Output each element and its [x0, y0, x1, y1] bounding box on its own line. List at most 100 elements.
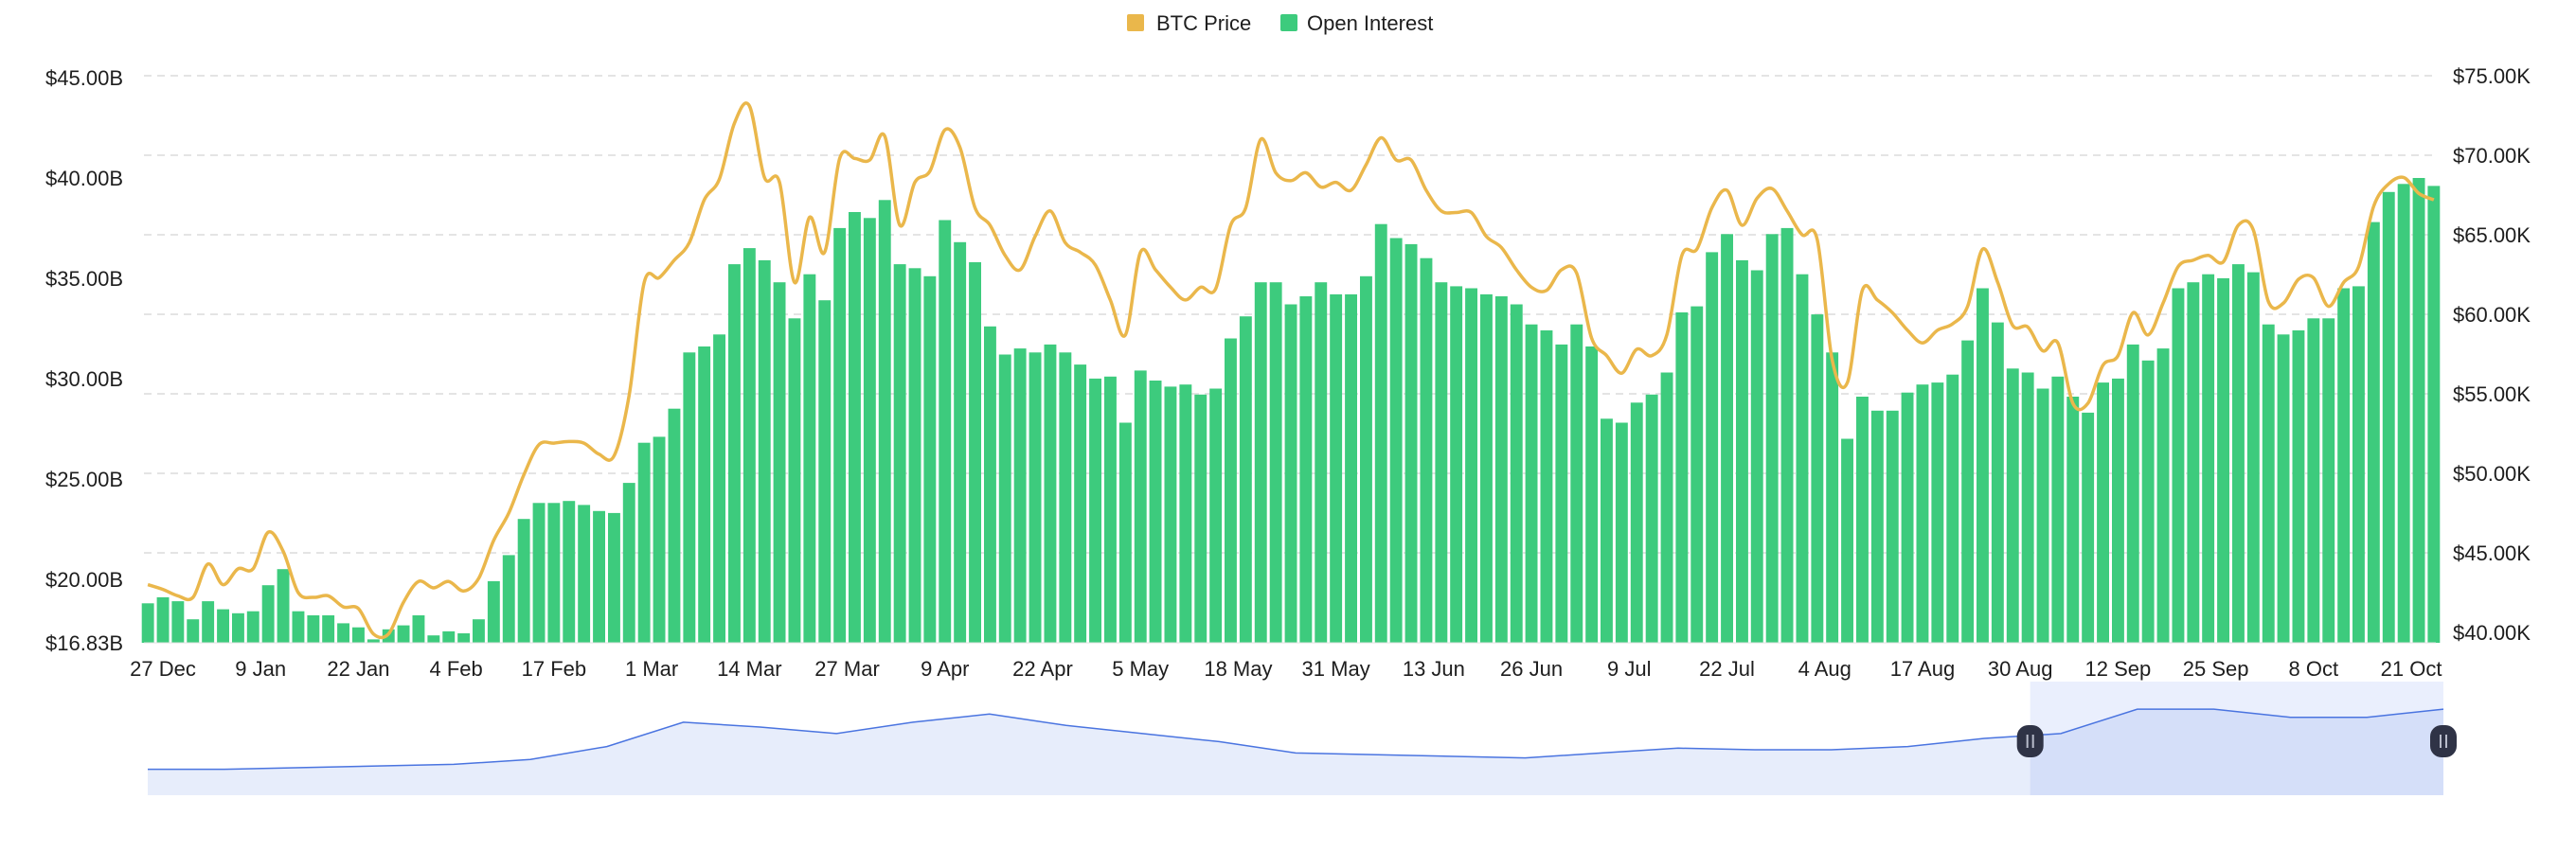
open-interest-bar[interactable] — [397, 625, 410, 643]
open-interest-bar[interactable] — [367, 639, 380, 643]
open-interest-bar[interactable] — [1811, 314, 1824, 643]
open-interest-bar[interactable] — [1675, 312, 1689, 643]
open-interest-bar[interactable] — [2367, 222, 2380, 643]
open-interest-bar[interactable] — [1194, 394, 1208, 643]
open-interest-bar[interactable] — [2412, 178, 2425, 643]
open-interest-bar[interactable] — [352, 627, 365, 643]
open-interest-bar[interactable] — [202, 601, 215, 643]
open-interest-bar[interactable] — [2006, 368, 2019, 643]
open-interest-bar[interactable] — [1118, 422, 1132, 644]
open-interest-bar[interactable] — [2427, 186, 2441, 643]
open-interest-bar[interactable] — [578, 505, 591, 643]
open-interest-bar[interactable] — [803, 274, 816, 643]
open-interest-bar[interactable] — [1736, 259, 1748, 643]
open-interest-bar[interactable] — [187, 619, 200, 643]
open-interest-bar[interactable] — [2066, 397, 2080, 643]
open-interest-bar[interactable] — [412, 615, 425, 643]
open-interest-bar[interactable] — [923, 275, 937, 643]
open-interest-bar[interactable] — [1420, 257, 1433, 643]
open-interest-bar[interactable] — [2082, 412, 2095, 643]
open-interest-bar[interactable] — [292, 611, 305, 643]
open-interest-bar[interactable] — [2277, 334, 2290, 643]
open-interest-bar[interactable] — [893, 264, 906, 643]
open-interest-bar[interactable] — [939, 220, 952, 644]
open-interest-bar[interactable] — [1706, 252, 1719, 643]
open-interest-bar[interactable] — [1991, 322, 2004, 643]
open-interest-bar[interactable] — [878, 200, 891, 644]
open-interest-bar[interactable] — [1886, 410, 1899, 643]
open-interest-bar[interactable] — [2036, 388, 2049, 644]
open-interest-bar[interactable] — [1601, 418, 1613, 643]
open-interest-bar[interactable] — [1645, 394, 1658, 643]
open-interest-bar[interactable] — [1826, 352, 1839, 643]
open-interest-bar[interactable] — [1299, 296, 1313, 643]
open-interest-bar[interactable] — [337, 623, 349, 643]
open-interest-bar[interactable] — [1494, 296, 1508, 643]
open-interest-bar[interactable] — [1134, 370, 1147, 643]
open-interest-bar[interactable] — [1330, 293, 1343, 643]
open-interest-bar[interactable] — [2021, 372, 2034, 644]
legend-item-open-interest[interactable]: Open Interest — [1280, 11, 1433, 35]
open-interest-bar[interactable] — [1404, 243, 1418, 643]
open-interest-bar[interactable] — [502, 555, 515, 643]
open-interest-bar[interactable] — [277, 569, 290, 643]
open-interest-bar[interactable] — [1104, 376, 1117, 643]
open-interest-bar[interactable] — [1179, 384, 1192, 643]
open-interest-bar[interactable] — [818, 300, 832, 643]
open-interest-bar[interactable] — [217, 609, 229, 643]
open-interest-bar[interactable] — [307, 615, 320, 643]
open-interest-bar[interactable] — [2337, 288, 2351, 644]
open-interest-bar[interactable] — [1089, 378, 1101, 643]
open-interest-bar[interactable] — [1510, 304, 1523, 644]
open-interest-bar[interactable] — [1856, 397, 1869, 643]
open-interest-bar[interactable] — [908, 268, 921, 643]
open-interest-bar[interactable] — [1044, 344, 1057, 643]
open-interest-bar[interactable] — [1239, 316, 1252, 643]
open-interest-bar[interactable] — [473, 619, 485, 643]
open-interest-bar[interactable] — [2202, 274, 2215, 643]
open-interest-bar[interactable] — [261, 585, 275, 643]
open-interest-bar[interactable] — [1315, 282, 1328, 643]
open-interest-bar[interactable] — [2112, 378, 2124, 643]
open-interest-bar[interactable] — [1465, 288, 1477, 644]
open-interest-bar[interactable] — [2217, 277, 2229, 643]
open-interest-bar[interactable] — [1690, 306, 1704, 643]
open-interest-bar[interactable] — [1540, 330, 1553, 643]
open-interest-bar[interactable] — [1480, 293, 1493, 643]
open-interest-bar[interactable] — [1796, 274, 1809, 643]
open-interest-bar[interactable] — [1961, 340, 1975, 643]
open-interest-bar[interactable] — [1615, 422, 1628, 644]
open-interest-bar[interactable] — [622, 483, 635, 643]
open-interest-bar[interactable] — [1931, 382, 1944, 643]
open-interest-bar[interactable] — [246, 611, 259, 643]
open-interest-bar[interactable] — [563, 501, 576, 643]
open-interest-bar[interactable] — [713, 334, 725, 643]
open-interest-bar[interactable] — [1029, 352, 1042, 643]
open-interest-bar[interactable] — [728, 264, 741, 643]
navigator-left-handle[interactable] — [2016, 725, 2044, 757]
open-interest-bar[interactable] — [171, 601, 185, 643]
legend-item-btc-price[interactable]: BTC Price — [1127, 11, 1251, 35]
open-interest-bar[interactable] — [1841, 438, 1853, 644]
open-interest-bar[interactable] — [1946, 374, 1959, 643]
open-interest-bar[interactable] — [653, 436, 666, 643]
open-interest-bar[interactable] — [1374, 223, 1387, 643]
open-interest-bar[interactable] — [1254, 282, 1267, 643]
open-interest-bar[interactable] — [954, 241, 967, 644]
open-interest-bar[interactable] — [2262, 324, 2275, 643]
open-interest-bar[interactable] — [2352, 286, 2365, 643]
open-interest-bar[interactable] — [1525, 324, 1538, 643]
open-interest-bar[interactable] — [457, 633, 471, 643]
open-interest-bar[interactable] — [1225, 338, 1237, 644]
open-interest-bar[interactable] — [547, 503, 561, 643]
open-interest-bar[interactable] — [1630, 402, 1643, 643]
open-interest-bar[interactable] — [1284, 304, 1297, 644]
open-interest-bar[interactable] — [1721, 234, 1733, 644]
navigator-selection[interactable] — [2030, 682, 2443, 795]
open-interest-bar[interactable] — [758, 259, 771, 643]
open-interest-bar[interactable] — [2307, 318, 2320, 643]
open-interest-bar[interactable] — [1345, 293, 1357, 643]
open-interest-bar[interactable] — [1059, 352, 1072, 643]
open-interest-bar[interactable] — [2141, 360, 2155, 643]
open-interest-bar[interactable] — [683, 352, 696, 643]
